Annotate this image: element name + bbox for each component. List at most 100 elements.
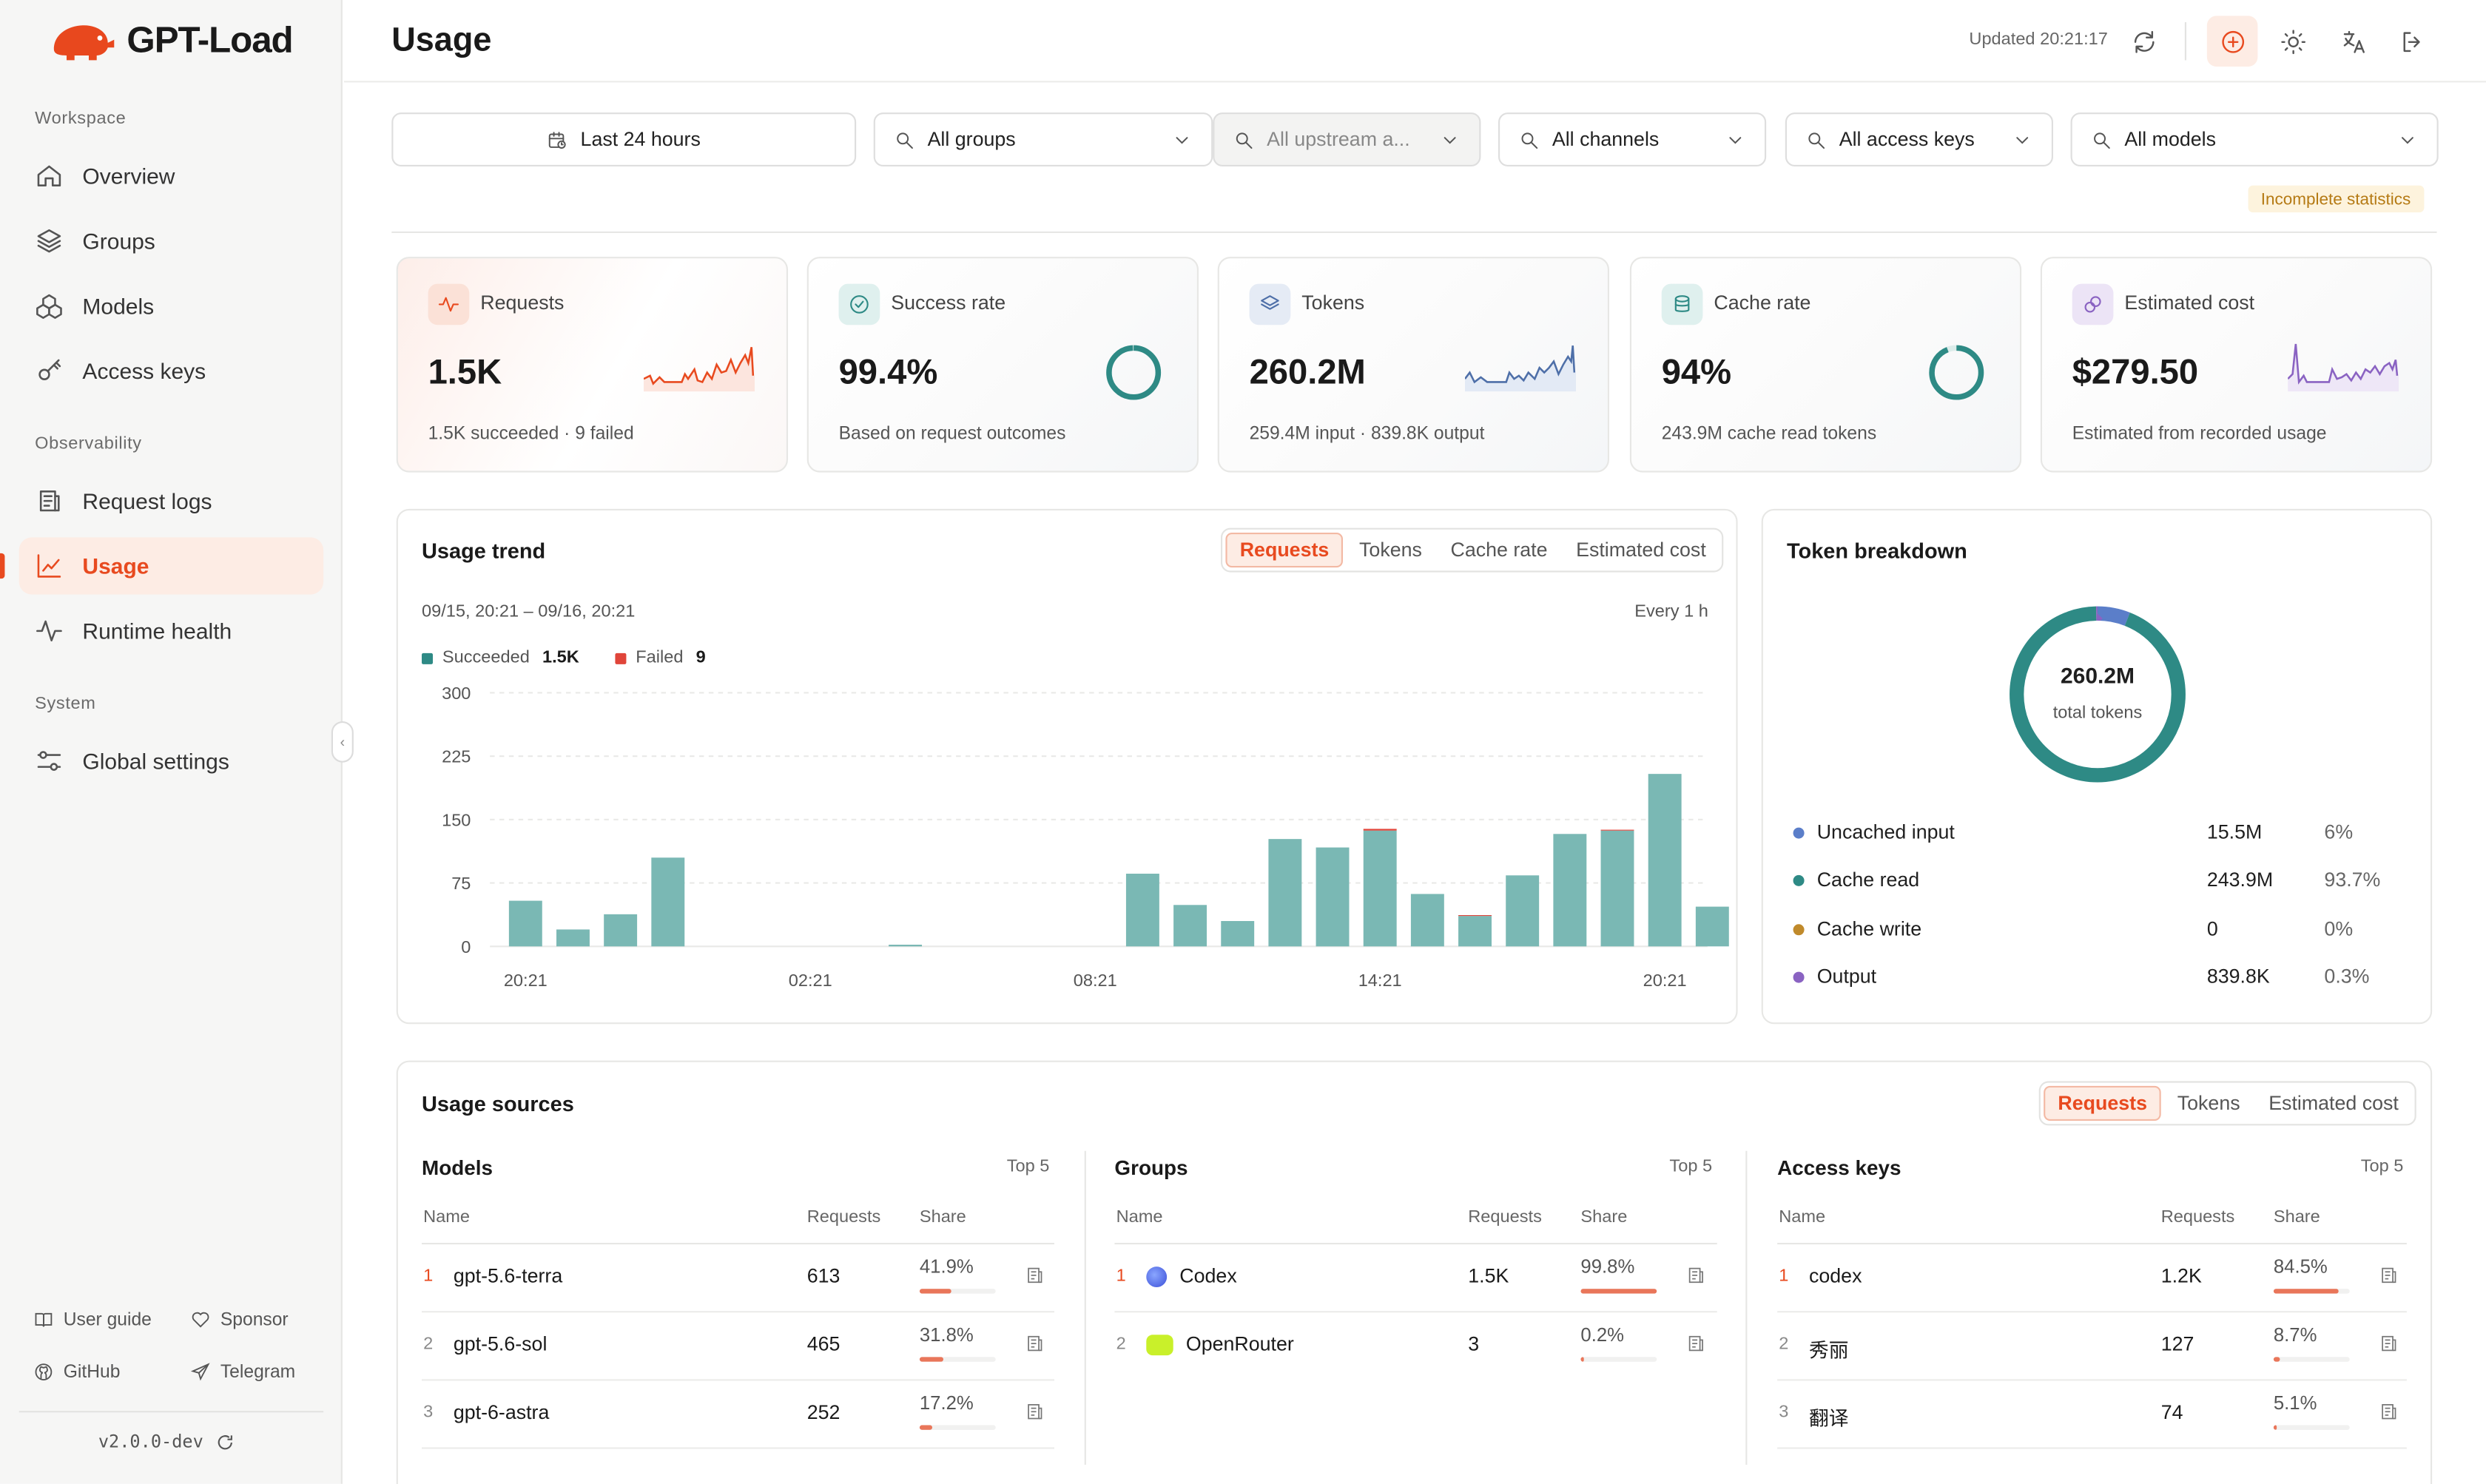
donut-total-label: total tokens bbox=[2052, 704, 2143, 724]
y-tick-label: 0 bbox=[461, 937, 471, 957]
stat-label: Tokens bbox=[1301, 291, 1365, 314]
table-row[interactable]: 1 Codex 1.5K 99.8% bbox=[1116, 1244, 1717, 1312]
refresh-icon[interactable] bbox=[216, 1432, 235, 1451]
y-tick-label: 150 bbox=[442, 810, 471, 829]
logout-button[interactable] bbox=[2389, 19, 2433, 64]
row-requests: 1.2K bbox=[2160, 1265, 2202, 1287]
bar-succeeded[interactable] bbox=[1553, 834, 1587, 947]
groups-filter[interactable]: All groups bbox=[873, 112, 1213, 166]
sidebar-item-usage[interactable]: Usage bbox=[18, 537, 324, 595]
bar-succeeded[interactable] bbox=[889, 945, 923, 947]
table-row[interactable]: 2 秀丽 127 8.7% bbox=[1779, 1312, 2407, 1380]
table-row[interactable]: 1 gpt-5.6-terra 613 41.9% bbox=[423, 1244, 1054, 1312]
models-filter[interactable]: All models bbox=[2070, 112, 2439, 166]
table-row[interactable]: 2 gpt-5.6-sol 465 31.8% bbox=[423, 1312, 1054, 1380]
refresh-button[interactable] bbox=[2121, 19, 2166, 64]
view-logs-icon[interactable] bbox=[1024, 1265, 1046, 1287]
donut-slice[interactable] bbox=[2010, 606, 2186, 783]
sidebar-item-groups[interactable]: Groups bbox=[19, 212, 323, 269]
sidebar-item-runtime-health[interactable]: Runtime health bbox=[19, 602, 323, 659]
bar-succeeded[interactable] bbox=[1506, 875, 1540, 947]
bar-succeeded[interactable] bbox=[1458, 916, 1492, 947]
view-logs-icon[interactable] bbox=[1024, 1401, 1046, 1423]
topbar-separator bbox=[2184, 22, 2186, 61]
bar-failed[interactable] bbox=[1600, 829, 1634, 831]
version-info: v2.0.0-dev bbox=[98, 1431, 235, 1452]
bar-succeeded[interactable] bbox=[1221, 921, 1255, 947]
stat-label: Success rate bbox=[891, 291, 1006, 314]
sidebar-item-access-keys[interactable]: Access keys bbox=[19, 343, 323, 399]
access-keys-filter[interactable]: All access keys bbox=[1785, 112, 2053, 166]
updated-timestamp: Updated 20:21:17 bbox=[1969, 30, 2108, 50]
view-logs-icon[interactable] bbox=[2378, 1265, 2400, 1287]
section-workspace: Workspace bbox=[35, 109, 127, 129]
donut-slice[interactable] bbox=[2010, 606, 2186, 783]
sidebar-divider bbox=[18, 1411, 324, 1413]
bar-succeeded[interactable] bbox=[1600, 830, 1634, 947]
tab-requests[interactable]: Requests bbox=[2044, 1085, 2162, 1121]
legend-dot bbox=[1793, 827, 1805, 839]
tab-requests[interactable]: Requests bbox=[1225, 533, 1344, 568]
user-guide-label: User guide bbox=[63, 1310, 152, 1329]
language-button[interactable] bbox=[2331, 19, 2375, 64]
sidebar-item-global-settings[interactable]: Global settings bbox=[19, 732, 323, 789]
bar-failed[interactable] bbox=[1458, 915, 1492, 917]
view-logs-icon[interactable] bbox=[1024, 1333, 1046, 1355]
sidebar-item-overview[interactable]: Overview bbox=[19, 147, 323, 204]
bar-succeeded[interactable] bbox=[1410, 894, 1444, 947]
tab-estimated-cost[interactable]: Estimated cost bbox=[2268, 1092, 2399, 1115]
upstream-filter-value: All upstream a... bbox=[1267, 128, 1410, 151]
row-share: 41.9% bbox=[919, 1255, 974, 1278]
table-row[interactable]: 3 翻译 74 5.1% bbox=[1779, 1380, 2407, 1448]
sponsor-link[interactable]: Sponsor bbox=[190, 1309, 289, 1330]
channels-filter[interactable]: All channels bbox=[1498, 112, 1767, 166]
view-logs-icon[interactable] bbox=[1685, 1333, 1708, 1355]
token-row-name: Uncached input bbox=[1816, 821, 1955, 843]
token-row-name: Output bbox=[1816, 965, 1877, 988]
bar-succeeded[interactable] bbox=[1173, 905, 1207, 947]
user-guide-link[interactable]: User guide bbox=[33, 1309, 152, 1330]
bar-failed[interactable] bbox=[1363, 829, 1397, 831]
bar-succeeded[interactable] bbox=[508, 900, 542, 947]
sidebar-item-request-logs[interactable]: Request logs bbox=[19, 473, 323, 530]
legend-swatch bbox=[422, 652, 433, 664]
theme-toggle-button[interactable] bbox=[2271, 19, 2315, 64]
token-row-cache-write: Cache write 0 0% bbox=[1790, 914, 2408, 946]
add-button[interactable] bbox=[2206, 16, 2258, 67]
bar-succeeded[interactable] bbox=[556, 929, 590, 947]
cost-sparkline bbox=[2288, 343, 2399, 392]
bar-succeeded[interactable] bbox=[604, 914, 638, 947]
bar-succeeded[interactable] bbox=[1695, 906, 1729, 947]
stat-subtext: Based on request outcomes bbox=[838, 425, 1066, 444]
token-row-name: Cache write bbox=[1816, 917, 1922, 940]
sidebar-item-label: Global settings bbox=[82, 748, 229, 774]
table-row[interactable]: 2 OpenRouter 3 0.2% bbox=[1116, 1312, 1717, 1380]
row-rank: 2 bbox=[423, 1335, 434, 1354]
tab-estimated-cost[interactable]: Estimated cost bbox=[1576, 539, 1706, 561]
view-logs-icon[interactable] bbox=[2378, 1333, 2400, 1355]
view-logs-icon[interactable] bbox=[2378, 1401, 2400, 1423]
bar-succeeded[interactable] bbox=[1316, 847, 1350, 947]
upstream-filter[interactable]: All upstream a... bbox=[1213, 112, 1481, 166]
bar-succeeded[interactable] bbox=[1268, 839, 1302, 947]
tab-tokens[interactable]: Tokens bbox=[1359, 539, 1422, 561]
table-row[interactable]: 1 codex 1.2K 84.5% bbox=[1779, 1244, 2407, 1312]
time-range-select[interactable]: Last 24 hours bbox=[391, 112, 857, 166]
telegram-link[interactable]: Telegram bbox=[190, 1362, 295, 1383]
row-share: 5.1% bbox=[2273, 1392, 2317, 1414]
tab-cache-rate[interactable]: Cache rate bbox=[1450, 539, 1548, 561]
table-row[interactable]: 3 gpt-6-astra 252 17.2% bbox=[423, 1380, 1054, 1448]
view-logs-icon[interactable] bbox=[1685, 1265, 1708, 1287]
tab-tokens[interactable]: Tokens bbox=[2177, 1092, 2240, 1115]
top5-label: Top 5 bbox=[2360, 1157, 2404, 1176]
bar-succeeded[interactable] bbox=[1648, 774, 1682, 947]
brand[interactable]: GPT-Load bbox=[47, 19, 294, 62]
time-range-value: Last 24 hours bbox=[580, 128, 701, 151]
bar-succeeded[interactable] bbox=[651, 857, 685, 947]
sidebar-collapse-button[interactable]: ‹ bbox=[331, 721, 354, 763]
share-bar bbox=[919, 1357, 996, 1362]
bar-succeeded[interactable] bbox=[1363, 830, 1397, 947]
github-link[interactable]: GitHub bbox=[33, 1362, 120, 1383]
bar-succeeded[interactable] bbox=[1125, 873, 1159, 947]
sidebar-item-models[interactable]: Models bbox=[19, 277, 323, 334]
